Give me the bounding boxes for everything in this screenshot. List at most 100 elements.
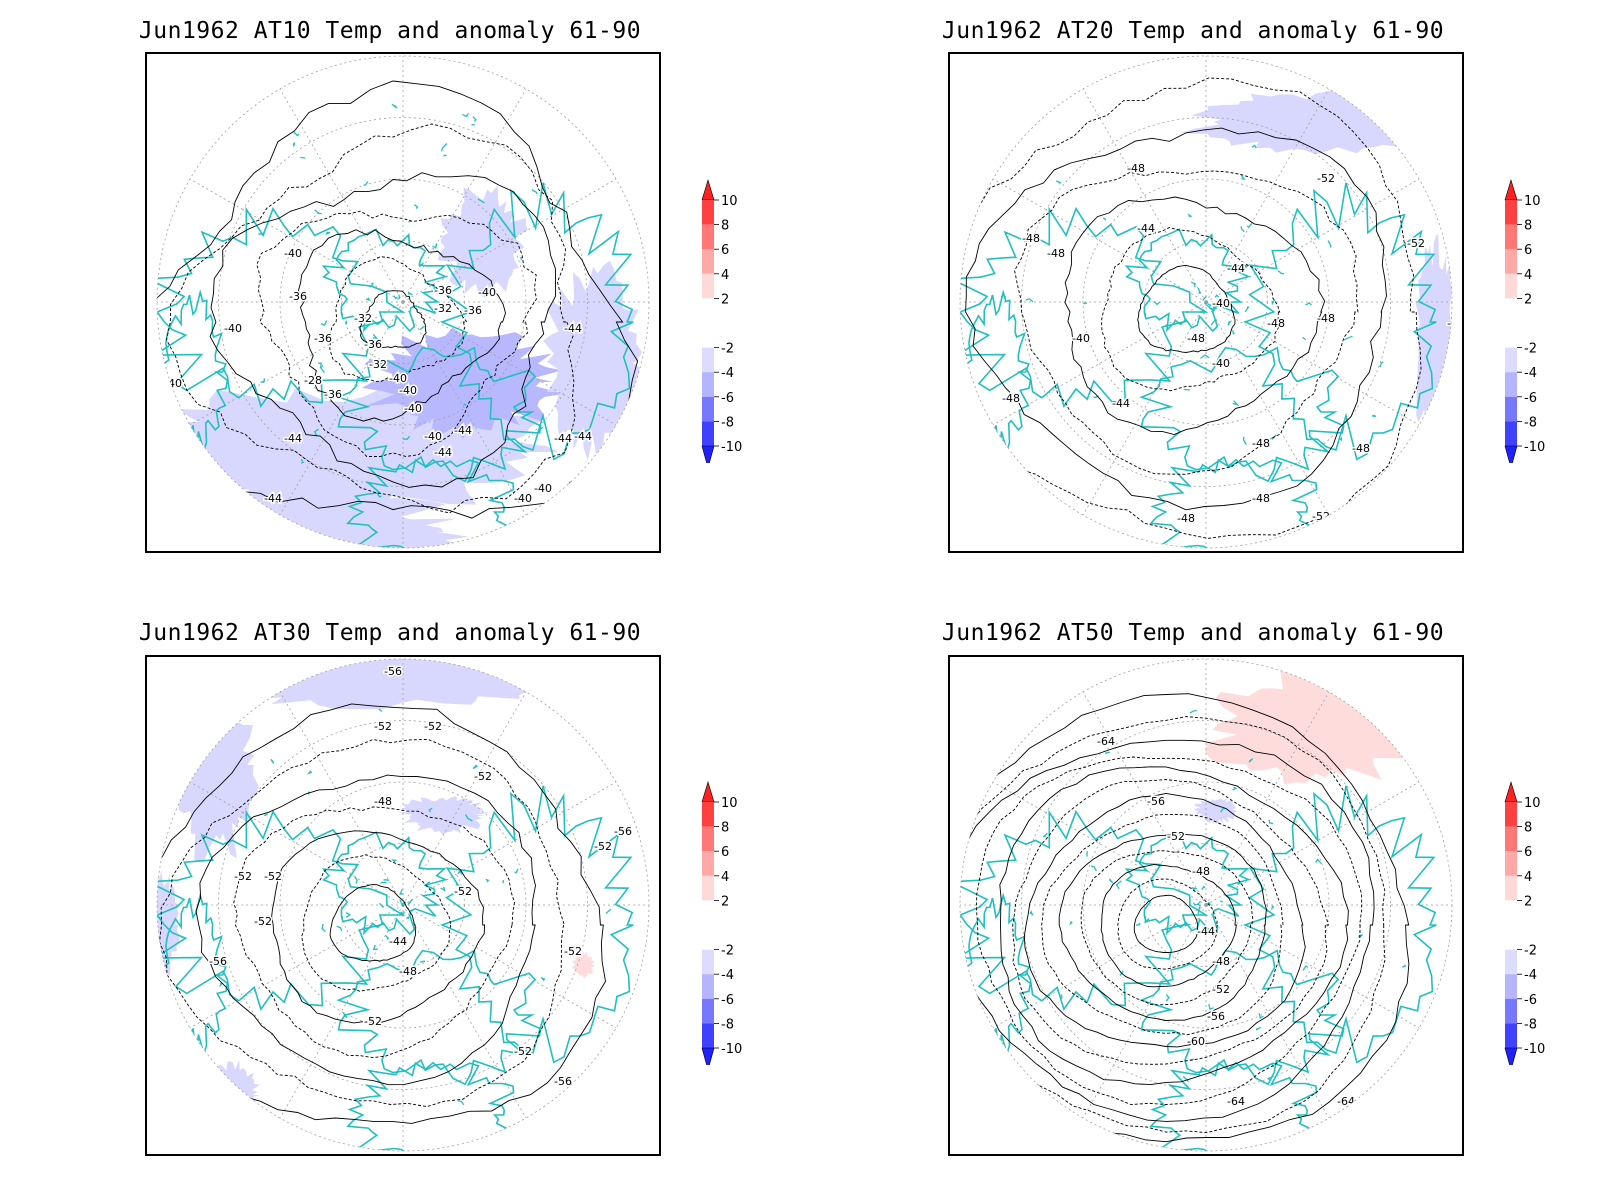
temperature-contour [960, 77, 1422, 539]
colorbar-segment [1505, 925, 1517, 950]
contour-label: -40 [404, 402, 422, 415]
meridian-line [1205, 781, 1420, 906]
temperature-contour [1041, 813, 1284, 1036]
contour-label: -44 [564, 322, 582, 335]
colorbar-tick-label: -10 [1524, 1042, 1545, 1057]
coastline-detail [274, 877, 279, 882]
meridian-line [402, 88, 527, 303]
colorbar-max-arrow [701, 780, 715, 803]
coastline-detail [463, 403, 467, 406]
contour-label: -48 [1187, 332, 1205, 345]
coastline-detail [1232, 330, 1235, 336]
coastline [960, 809, 1209, 1011]
coastline-detail [1343, 335, 1353, 341]
colorbar-tick-label: 2 [1524, 292, 1532, 307]
coastline [336, 346, 542, 483]
contour-label: -52 [1447, 317, 1462, 330]
colorbar-segment [702, 224, 714, 250]
temperature-contour [157, 703, 606, 1124]
colorbar-segment [702, 372, 714, 397]
contour-label: -52 [424, 720, 442, 733]
contour-label: -40 [534, 482, 552, 495]
coastline-detail [1240, 174, 1246, 180]
coastline-detail [345, 912, 352, 918]
coastline-detail [379, 881, 387, 884]
coastline-detail [432, 243, 438, 249]
contour-label: -36 [364, 338, 382, 351]
contour-label: -44 [1227, 262, 1245, 275]
contour-label: -52 [1317, 172, 1335, 185]
colorbar-tick-label: -10 [721, 1042, 742, 1057]
coastline-detail [472, 764, 478, 770]
coastline-detail [1302, 336, 1307, 341]
coastline-detail [342, 1012, 348, 1019]
colorbar-segment [1505, 974, 1517, 999]
coastline-detail [1090, 865, 1097, 872]
colorbar-segment [1505, 826, 1517, 852]
colorbar-tick-label: -4 [721, 968, 734, 983]
contour-label: -52 [364, 1015, 382, 1028]
colorbar-tick-label: 6 [1524, 845, 1532, 860]
meridian-line [1205, 904, 1330, 1119]
coastline-detail [399, 889, 403, 895]
colorbar-svg: 10 8 6 4 2 -2 -4 -6 -8 -10 [1504, 178, 1545, 470]
colorbar-tick-label: 2 [1524, 894, 1532, 909]
coastline-detail [472, 116, 477, 122]
coastline-detail [400, 911, 406, 915]
coastline-detail [219, 982, 224, 987]
contour-label: -32 [354, 312, 372, 325]
coastline-detail [402, 435, 411, 440]
coastline-detail [413, 204, 419, 210]
meridian-line [1205, 301, 1420, 426]
coastline-detail [1232, 400, 1240, 406]
contour-label: -48 [1212, 955, 1230, 968]
contour-label: -40 [1072, 332, 1090, 345]
colorbar-segment [702, 249, 714, 274]
colorbar-svg: 10 8 6 4 2 -2 -4 -6 -8 -10 [1504, 780, 1545, 1072]
temperature-contour [166, 123, 576, 514]
anomaly-region [397, 796, 489, 836]
contour-label: -64 [1227, 1095, 1245, 1108]
contour-label: -64 [1097, 735, 1115, 748]
meridian-line [1205, 178, 1420, 303]
colorbar-tick-label: -2 [1524, 342, 1537, 357]
coastline-detail [320, 320, 328, 326]
coastline [439, 182, 634, 461]
colorbar-tick-label: 4 [721, 870, 729, 885]
colorbar-tick-label: 8 [1524, 219, 1532, 234]
meridian-line [1205, 691, 1330, 906]
coastline-detail [1371, 414, 1377, 418]
coastline-detail [306, 770, 313, 775]
latitude-circle [1082, 178, 1330, 426]
coastline-detail [485, 878, 490, 883]
temperature-contour [271, 830, 486, 1024]
coastline-detail [1192, 902, 1199, 906]
contour-label: -52 [264, 870, 282, 883]
coastline-detail [345, 320, 348, 325]
anomaly-region [204, 1059, 260, 1128]
colorbar-segment [702, 875, 714, 901]
temperature-contour [329, 884, 417, 962]
contour-label: -52 [1212, 983, 1230, 996]
colorbar-tick-label: -8 [721, 415, 734, 430]
anomaly-region [572, 950, 595, 979]
coastline-detail [1115, 880, 1122, 890]
contour-label: -56 [334, 1145, 352, 1154]
colorbar-tick-label: 2 [721, 894, 729, 909]
temperature-contour [159, 738, 565, 1108]
coastline [960, 289, 1032, 456]
coastline-detail [391, 859, 397, 863]
colorbar-segment [702, 323, 714, 348]
coastline-detail [1379, 361, 1384, 368]
coastline-detail [1202, 296, 1207, 301]
contour-label: -52 [254, 915, 272, 928]
coastline-detail [1213, 306, 1218, 311]
coastline-detail [1206, 901, 1212, 906]
colorbar-segment [702, 1023, 714, 1048]
temperature-contour [209, 172, 557, 488]
coastline-detail [313, 428, 319, 437]
coastline-detail [1271, 905, 1275, 910]
temperature-contour [1064, 196, 1326, 435]
coastline-detail [1255, 1026, 1261, 1031]
coastline-detail [407, 899, 413, 905]
